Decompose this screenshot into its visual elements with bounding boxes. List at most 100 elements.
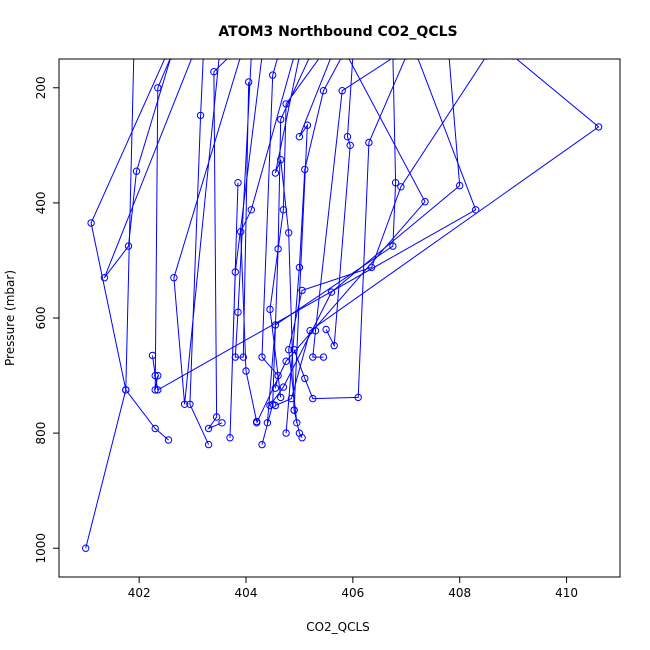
data-point <box>151 424 159 433</box>
data-point <box>238 59 243 60</box>
y-tick-label: 600 <box>34 307 48 330</box>
series-17 <box>322 59 356 350</box>
data-point <box>204 424 213 433</box>
data-point <box>271 169 280 177</box>
data-point <box>365 138 373 147</box>
data-point <box>234 179 242 187</box>
series-line <box>269 59 320 398</box>
x-axis: 402 404 406 408 410 <box>128 577 578 600</box>
data-point <box>271 401 280 410</box>
data-point <box>154 386 162 394</box>
data-point <box>170 274 178 282</box>
data-point <box>421 198 429 206</box>
data-point <box>151 371 159 380</box>
x-tick-label: 410 <box>555 586 578 600</box>
series-line <box>256 59 426 424</box>
y-tick-label: 200 <box>34 76 48 99</box>
series-1 <box>151 59 174 394</box>
series-line <box>207 59 228 430</box>
data-point <box>456 181 464 190</box>
data-point <box>282 357 290 365</box>
data-point <box>154 371 162 380</box>
data-point <box>339 59 345 60</box>
series-19 <box>285 59 489 427</box>
series-line <box>125 59 169 441</box>
data-point <box>204 440 213 449</box>
data-point <box>242 367 250 375</box>
data-point <box>269 71 277 79</box>
data-point <box>263 419 272 427</box>
data-point <box>393 59 398 60</box>
series-3 <box>122 59 173 444</box>
data-point <box>271 321 280 329</box>
data-point <box>391 179 400 187</box>
data-point <box>226 434 234 442</box>
data-point <box>245 78 253 86</box>
y-axis: 200 400 600 800 1000 <box>34 76 59 563</box>
data-point <box>87 219 95 227</box>
data-point <box>329 59 334 60</box>
data-point <box>247 206 256 214</box>
data-point <box>594 123 603 131</box>
data-point <box>231 268 240 276</box>
data-point <box>354 393 362 402</box>
data-point <box>472 206 480 214</box>
series-4 <box>170 59 243 408</box>
data-point <box>345 59 350 60</box>
series-21 <box>266 59 464 410</box>
data-point <box>218 419 226 427</box>
data-point <box>124 242 133 250</box>
data-point <box>287 394 296 403</box>
data-point <box>297 59 302 60</box>
data-point <box>168 59 174 60</box>
series-line <box>288 59 486 423</box>
data-point <box>258 353 266 361</box>
data-point <box>201 59 206 60</box>
data-point <box>309 353 317 361</box>
series-line <box>173 59 241 405</box>
y-tick-label: 800 <box>34 422 48 445</box>
data-point <box>131 59 137 60</box>
plot-frame <box>58 58 621 578</box>
data-point <box>290 346 298 354</box>
series-line <box>269 59 461 406</box>
data-point <box>190 59 195 60</box>
data-point <box>277 156 285 164</box>
series-18 <box>290 59 409 403</box>
data-point <box>330 341 338 350</box>
data-point <box>404 59 409 60</box>
series-line <box>240 59 294 422</box>
data-point <box>239 353 248 361</box>
data-point <box>237 228 245 236</box>
series-line <box>293 59 406 400</box>
y-tick-label: 1000 <box>34 533 48 564</box>
data-point <box>259 59 265 60</box>
data-point <box>293 419 301 427</box>
series-line <box>103 59 192 279</box>
data-point <box>271 384 280 392</box>
series-20 <box>271 59 603 410</box>
series-line <box>293 59 331 438</box>
series-5 <box>186 59 213 449</box>
data-point <box>319 353 328 361</box>
series-12 <box>266 59 324 402</box>
y-tick-label: 400 <box>34 191 48 214</box>
data-point <box>309 394 317 403</box>
data-point <box>318 59 324 60</box>
x-axis-label: CO2_QCLS <box>306 620 370 634</box>
data-point <box>212 413 221 421</box>
series-line <box>312 59 393 358</box>
data-point <box>322 325 330 334</box>
data-point <box>168 59 174 60</box>
data-point <box>346 141 354 150</box>
data-point <box>295 263 304 272</box>
x-tick-label: 406 <box>341 586 364 600</box>
data-point <box>277 115 285 124</box>
x-tick-label: 404 <box>235 586 258 600</box>
series-line <box>275 59 600 406</box>
data-point <box>82 544 90 552</box>
series-line <box>274 59 300 411</box>
data-point <box>285 229 293 237</box>
series-16 <box>309 59 398 361</box>
